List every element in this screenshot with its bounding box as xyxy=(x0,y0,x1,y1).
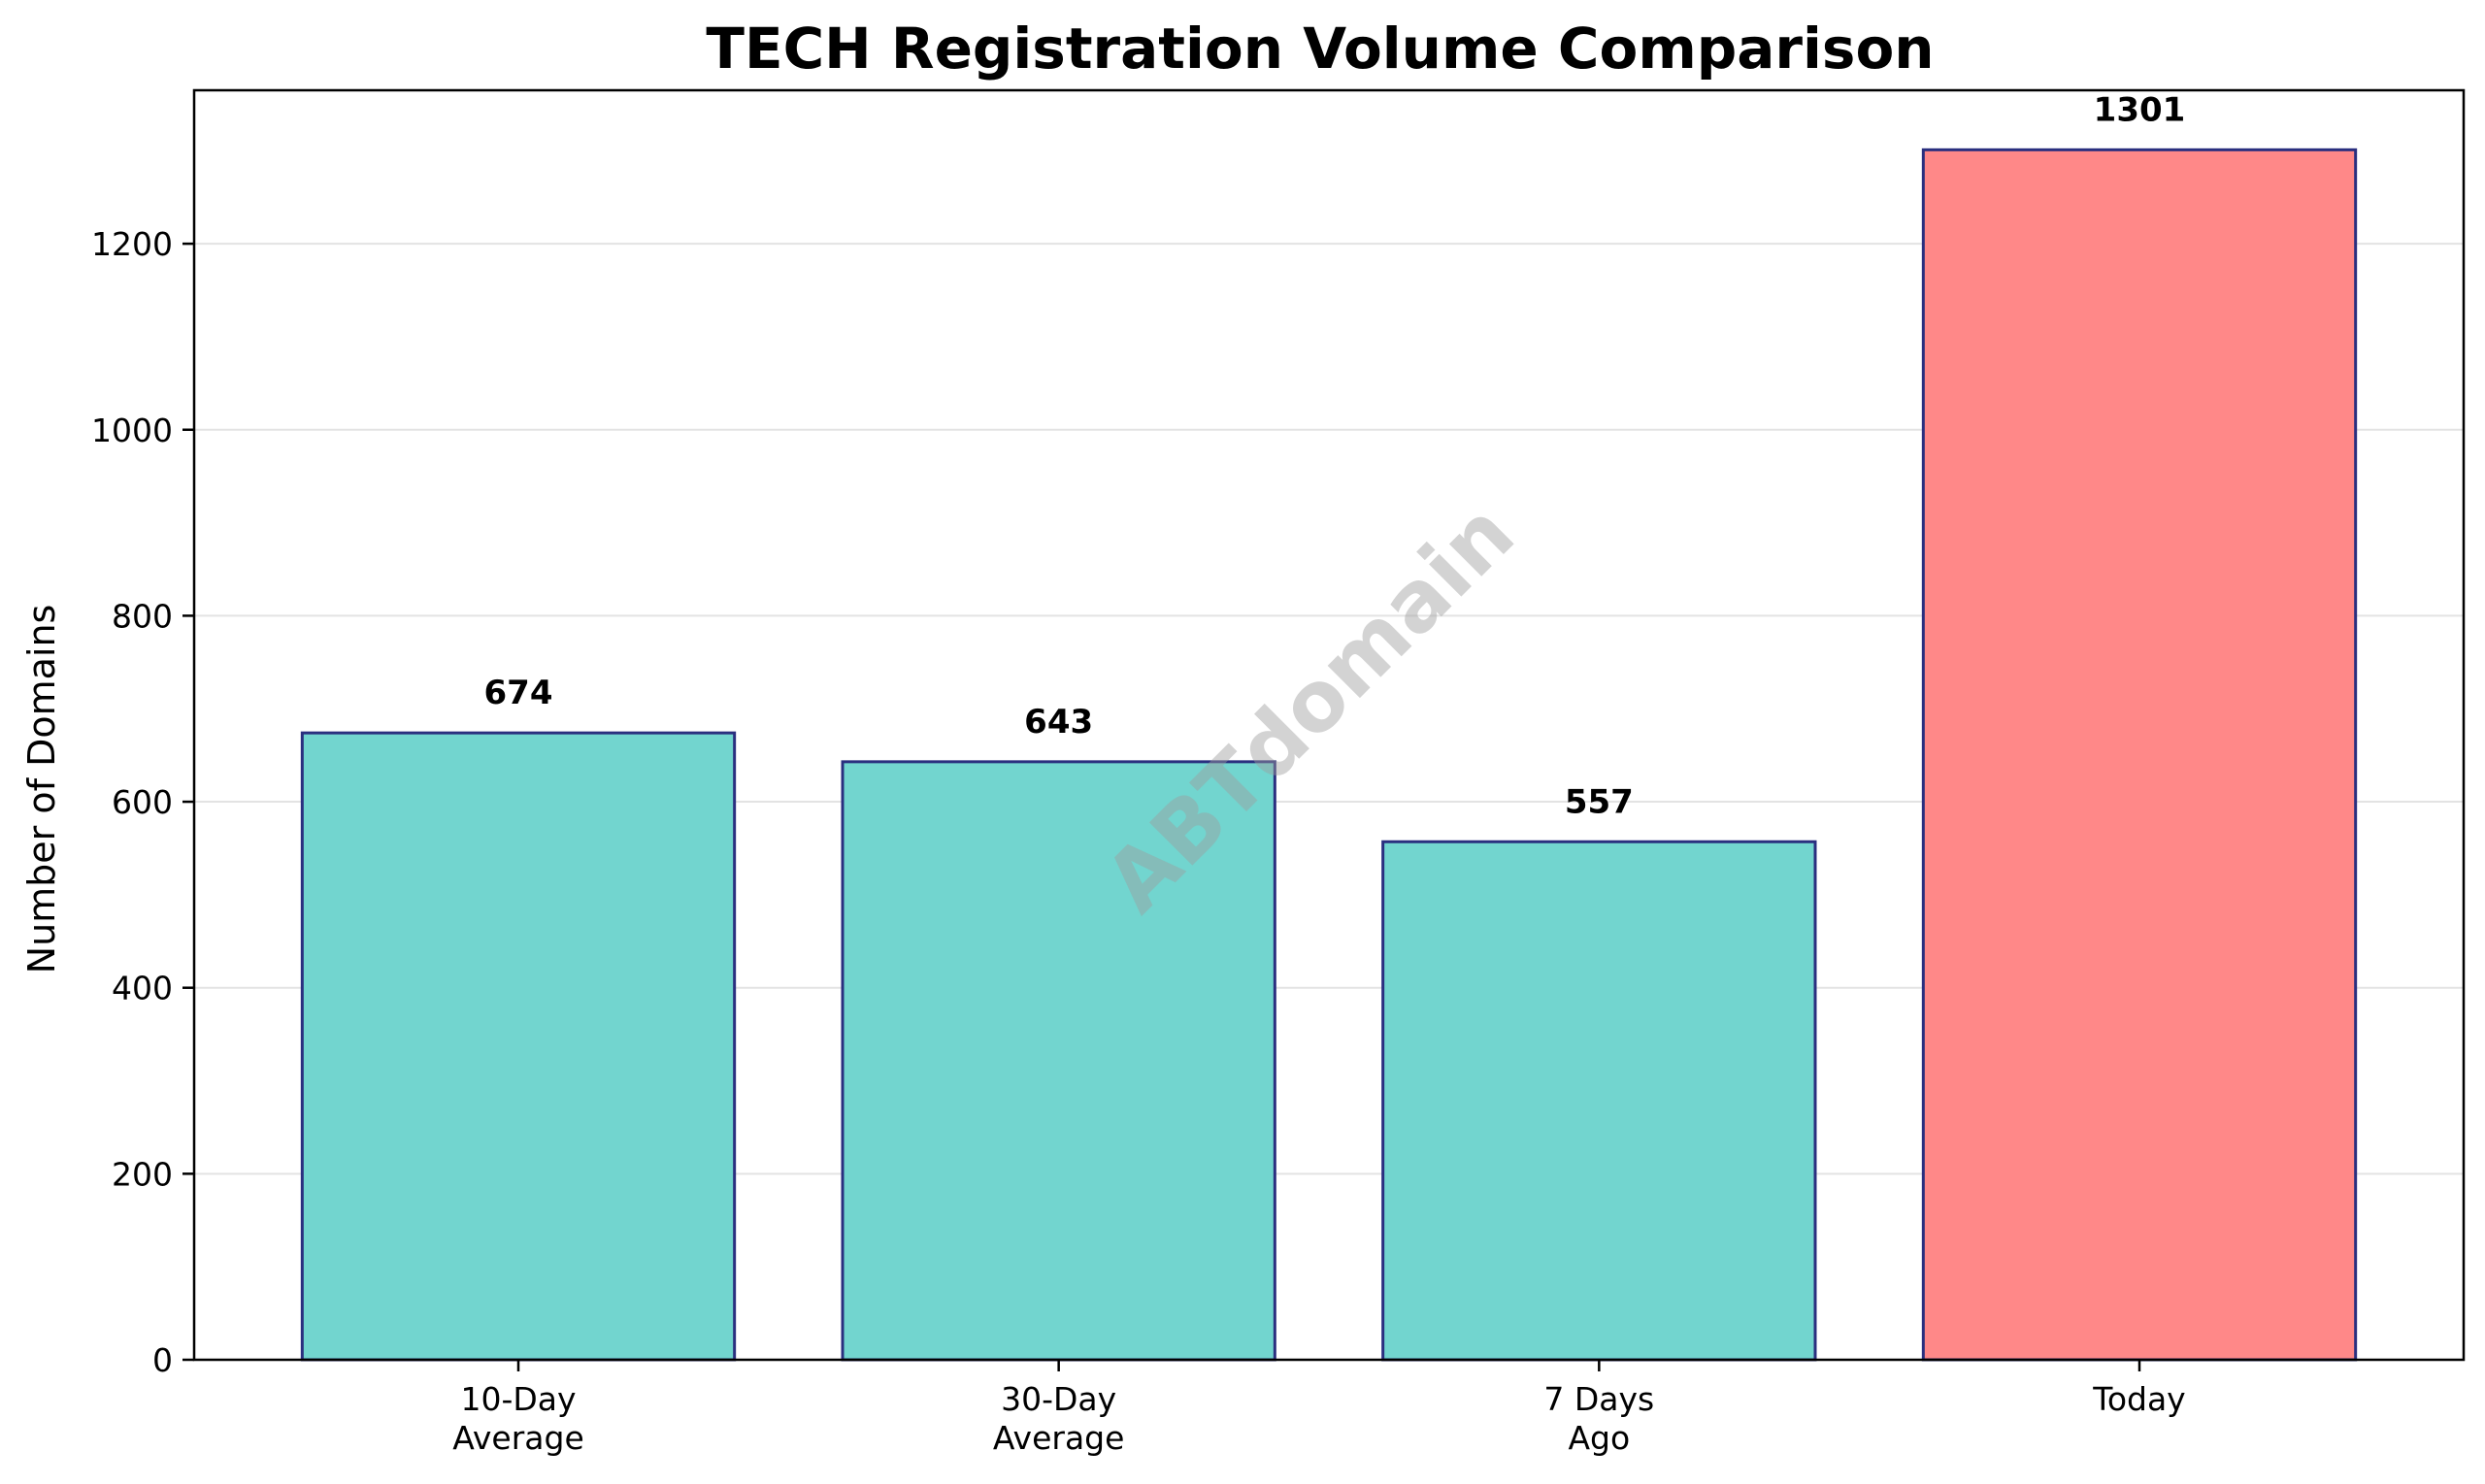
bar xyxy=(300,731,737,1362)
bars xyxy=(300,148,2358,1362)
x-tick-label: 10-Day xyxy=(460,1380,576,1418)
y-tick-label: 600 xyxy=(112,783,173,821)
x-tick-label: Ago xyxy=(1568,1419,1630,1457)
y-tick-label: 1200 xyxy=(91,225,173,263)
value-labels: 674 643 557 1301 xyxy=(484,90,2186,821)
x-tick-label: 30-Day xyxy=(1001,1380,1116,1418)
x-tick-label: Today xyxy=(2092,1380,2185,1418)
y-tick-label: 0 xyxy=(152,1341,173,1379)
value-label: 1301 xyxy=(2094,90,2186,129)
value-label: 557 xyxy=(1565,782,1634,821)
plot-area-frame xyxy=(192,88,2466,1362)
y-tick-label: 800 xyxy=(112,597,173,635)
y-tick-label: 400 xyxy=(112,970,173,1007)
bar xyxy=(1381,840,1817,1362)
x-tick-label: 7 Days xyxy=(1543,1380,1654,1418)
y-axis-ticks: 0 200 400 600 800 1000 1200 xyxy=(91,225,194,1379)
y-tick-label: 1000 xyxy=(91,412,173,449)
bar xyxy=(841,760,1276,1362)
x-tick-label: Average xyxy=(452,1419,584,1457)
value-label: 643 xyxy=(1024,703,1093,742)
y-axis-label: Number of Domains xyxy=(20,605,63,974)
chart-title: TECH Registration Volume Comparison xyxy=(706,16,1934,82)
value-label: 674 xyxy=(484,674,553,712)
bar xyxy=(1921,148,2358,1362)
x-tick-label: Average xyxy=(993,1419,1125,1457)
y-tick-label: 200 xyxy=(112,1155,173,1193)
